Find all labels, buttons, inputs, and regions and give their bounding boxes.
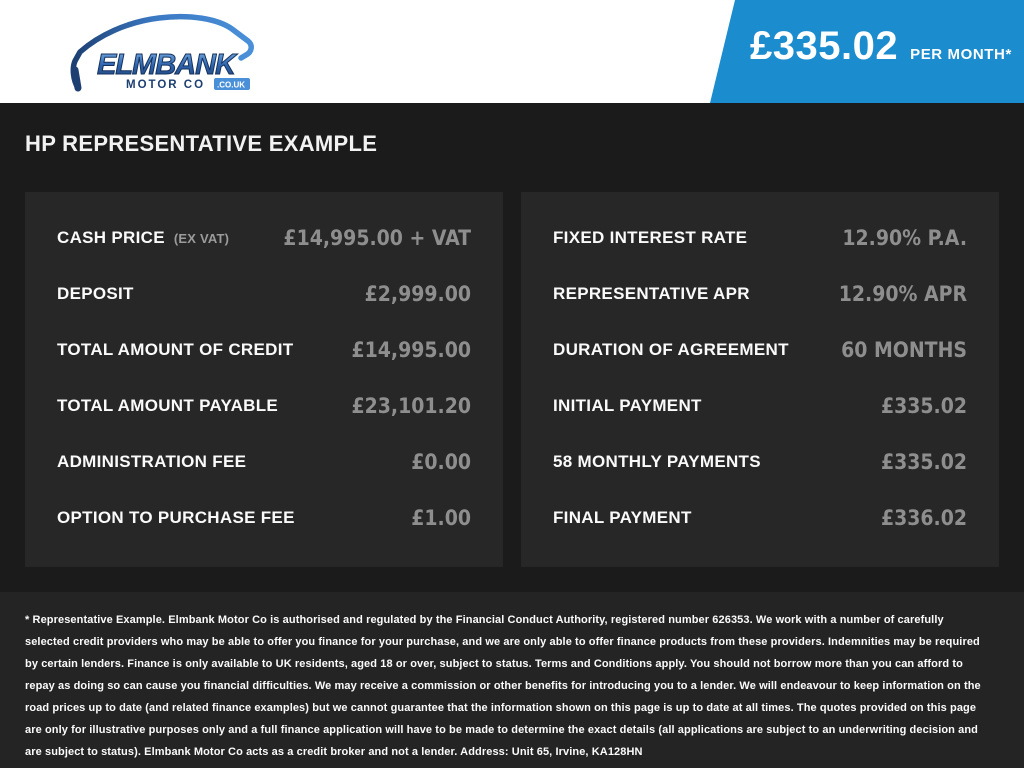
finance-value: £0.00 <box>411 449 471 474</box>
finance-value: 60 MONTHS <box>841 337 967 362</box>
finance-label: DURATION OF AGREEMENT <box>553 339 789 359</box>
finance-value: £23,101.20 <box>351 393 471 418</box>
logo-domain-text: .CO.UK <box>217 81 245 90</box>
logo-brand-text: ELMBANK <box>97 49 238 81</box>
finance-label-text: CASH PRICE <box>57 227 165 247</box>
finance-value: £336.02 <box>880 505 967 530</box>
finance-label: CASH PRICE (EX VAT) <box>57 228 229 248</box>
finance-row-representative-apr: REPRESENTATIVE APR 12.90% APR <box>553 266 967 322</box>
finance-label: FIXED INTEREST RATE <box>553 227 748 247</box>
finance-row-initial-payment: INITIAL PAYMENT £335.02 <box>553 378 967 434</box>
finance-value: £14,995.00 <box>351 337 471 362</box>
dealer-logo: ELMBANK MOTOR CO .CO.UK <box>64 8 268 96</box>
logo-domain-badge <box>214 78 250 90</box>
finance-panel-right: FIXED INTEREST RATE 12.90% P.A. REPRESEN… <box>521 192 999 567</box>
finance-row-monthly-payments: 58 MONTHLY PAYMENTS £335.02 <box>553 434 967 490</box>
finance-value: £14,995.00 + VAT <box>283 225 471 250</box>
car-outline-icon: ELMBANK MOTOR CO .CO.UK <box>70 13 254 92</box>
finance-label: 58 MONTHLY PAYMENTS <box>553 451 761 471</box>
finance-row-deposit: DEPOSIT £2,999.00 <box>57 266 471 322</box>
finance-row-total-credit: TOTAL AMOUNT OF CREDIT £14,995.00 <box>57 322 471 378</box>
finance-label: FINAL PAYMENT <box>553 507 692 527</box>
finance-row-admin-fee: ADMINISTRATION FEE £0.00 <box>57 434 471 490</box>
disclaimer-section: * Representative Example. Elmbank Motor … <box>0 592 1024 768</box>
header: ELMBANK MOTOR CO .CO.UK £335.02 PER MONT… <box>0 0 1024 103</box>
finance-panel-left: CASH PRICE (EX VAT) £14,995.00 + VAT DEPO… <box>25 192 503 567</box>
finance-label: OPTION TO PURCHASE FEE <box>57 507 295 527</box>
finance-value: £335.02 <box>880 449 967 474</box>
finance-row-final-payment: FINAL PAYMENT £336.02 <box>553 490 967 546</box>
finance-row-fixed-interest-rate: FIXED INTEREST RATE 12.90% P.A. <box>553 210 967 266</box>
monthly-price-period: PER MONTH* <box>910 46 1012 63</box>
finance-label: TOTAL AMOUNT OF CREDIT <box>57 339 294 359</box>
finance-value: £2,999.00 <box>364 281 471 306</box>
finance-value: £1.00 <box>411 505 471 530</box>
finance-row-total-payable: TOTAL AMOUNT PAYABLE £23,101.20 <box>57 378 471 434</box>
finance-row-duration: DURATION OF AGREEMENT 60 MONTHS <box>553 322 967 378</box>
finance-label: DEPOSIT <box>57 283 134 303</box>
finance-label: ADMINISTRATION FEE <box>57 451 247 471</box>
logo-subtitle-text: MOTOR CO <box>126 79 205 91</box>
finance-row-cash-price: CASH PRICE (EX VAT) £14,995.00 + VAT <box>57 210 471 266</box>
finance-label: TOTAL AMOUNT PAYABLE <box>57 395 279 415</box>
finance-label-note: (EX VAT) <box>173 230 230 246</box>
finance-value: 12.90% APR <box>838 281 967 306</box>
finance-value: £335.02 <box>880 393 967 418</box>
finance-row-option-to-purchase-fee: OPTION TO PURCHASE FEE £1.00 <box>57 490 471 546</box>
finance-label: INITIAL PAYMENT <box>553 395 702 415</box>
monthly-price-banner: £335.02 PER MONTH* <box>710 0 1024 103</box>
monthly-price-amount: £335.02 <box>750 24 899 68</box>
disclaimer-text: * Representative Example. Elmbank Motor … <box>25 614 981 758</box>
page-title: HP REPRESENTATIVE EXAMPLE <box>25 131 378 156</box>
finance-value: 12.90% P.A. <box>842 225 967 250</box>
finance-label: REPRESENTATIVE APR <box>553 283 750 303</box>
